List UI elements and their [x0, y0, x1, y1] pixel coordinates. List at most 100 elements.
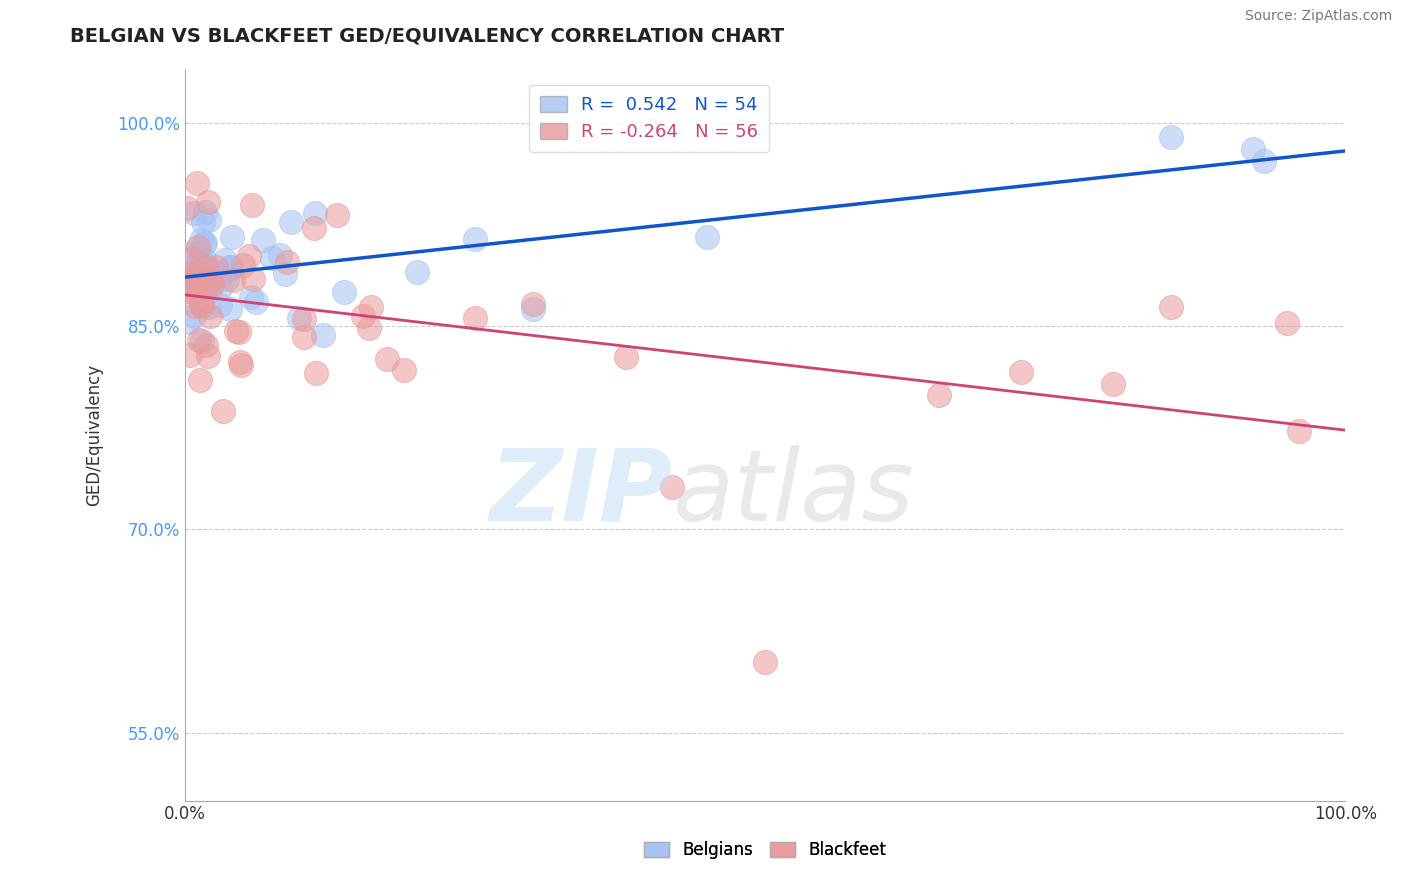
Text: ZIP: ZIP: [489, 444, 672, 541]
Point: [183, 205, 205, 219]
Point: [219, 301, 242, 316]
Text: Source: ZipAtlas.com: Source: ZipAtlas.com: [1244, 9, 1392, 23]
Point: [194, 236, 217, 251]
Point: [219, 260, 242, 274]
Y-axis label: GED/Equivalency: GED/Equivalency: [86, 364, 103, 506]
Point: [179, 348, 201, 362]
Point: [326, 208, 349, 222]
Point: [193, 290, 215, 304]
Point: [184, 299, 207, 313]
Point: [252, 233, 274, 247]
Point: [359, 321, 381, 335]
Point: [197, 212, 219, 227]
Point: [197, 194, 219, 209]
Point: [197, 349, 219, 363]
Point: [205, 260, 228, 274]
Point: [177, 314, 200, 328]
Point: [201, 265, 224, 279]
Point: [614, 350, 637, 364]
Point: [195, 260, 218, 274]
Point: [360, 300, 382, 314]
Point: [214, 253, 236, 268]
Point: [193, 235, 215, 250]
Point: [209, 298, 232, 312]
Point: [181, 246, 204, 260]
Point: [522, 297, 544, 311]
Point: [238, 249, 260, 263]
Point: [180, 285, 202, 299]
Point: [201, 277, 224, 292]
Point: [176, 202, 198, 216]
Point: [1241, 142, 1264, 156]
Point: [754, 655, 776, 669]
Point: [188, 373, 211, 387]
Point: [193, 252, 215, 267]
Point: [262, 251, 284, 265]
Point: [1277, 316, 1299, 330]
Point: [198, 280, 221, 294]
Point: [186, 176, 208, 190]
Point: [406, 265, 429, 279]
Point: [229, 358, 252, 372]
Point: [696, 230, 718, 244]
Point: [288, 310, 311, 325]
Point: [242, 198, 264, 212]
Point: [661, 480, 683, 494]
Point: [232, 258, 254, 272]
Point: [212, 403, 235, 417]
Point: [195, 337, 218, 351]
Point: [215, 272, 238, 286]
Point: [198, 272, 221, 286]
Point: [1102, 377, 1125, 392]
Point: [207, 268, 229, 283]
Point: [229, 355, 252, 369]
Point: [187, 240, 209, 254]
Text: atlas: atlas: [672, 444, 914, 541]
Point: [184, 267, 207, 281]
Point: [190, 295, 212, 310]
Point: [187, 247, 209, 261]
Point: [302, 221, 325, 235]
Point: [928, 388, 950, 402]
Point: [269, 248, 291, 262]
Point: [292, 312, 315, 326]
Point: [1288, 424, 1310, 438]
Point: [218, 262, 240, 277]
Point: [191, 215, 214, 229]
Point: [218, 260, 240, 274]
Point: [280, 215, 302, 229]
Point: [190, 233, 212, 247]
Point: [187, 283, 209, 297]
Point: [183, 277, 205, 292]
Point: [352, 309, 374, 323]
Point: [292, 330, 315, 344]
Point: [221, 230, 243, 244]
Point: [311, 328, 333, 343]
Point: [179, 266, 201, 280]
Point: [200, 281, 222, 295]
Point: [464, 311, 486, 326]
Point: [183, 309, 205, 323]
Point: [1010, 365, 1032, 379]
Legend: Belgians, Blackfeet: Belgians, Blackfeet: [637, 834, 893, 865]
Point: [194, 205, 217, 219]
Point: [276, 255, 298, 269]
Point: [197, 300, 219, 314]
Point: [180, 252, 202, 266]
Point: [274, 267, 297, 281]
Point: [305, 366, 328, 380]
Text: BELGIAN VS BLACKFEET GED/EQUIVALENCY CORRELATION CHART: BELGIAN VS BLACKFEET GED/EQUIVALENCY COR…: [70, 27, 785, 45]
Point: [186, 265, 208, 279]
Point: [191, 334, 214, 348]
Point: [194, 258, 217, 272]
Point: [197, 279, 219, 293]
Point: [332, 285, 354, 299]
Point: [1253, 154, 1275, 169]
Point: [225, 324, 247, 338]
Point: [304, 206, 326, 220]
Point: [180, 261, 202, 276]
Point: [1160, 129, 1182, 144]
Point: [392, 363, 415, 377]
Point: [188, 251, 211, 265]
Point: [239, 290, 262, 304]
